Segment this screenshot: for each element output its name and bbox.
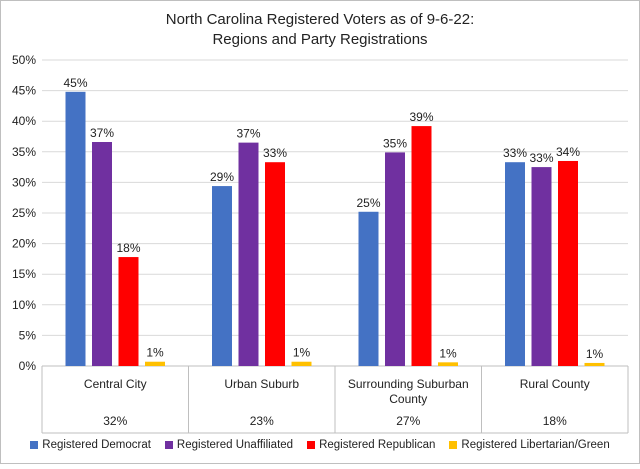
data-label: 1% <box>439 346 457 360</box>
category-label: Rural County <box>520 377 590 391</box>
legend-item-republican: Registered Republican <box>307 439 435 451</box>
bar <box>531 167 552 366</box>
data-label: 39% <box>409 110 433 124</box>
legend-swatch-libertarian-green <box>449 441 458 449</box>
legend-label-libertarian-green: Registered Libertarian/Green <box>461 439 610 451</box>
bar <box>92 142 112 366</box>
data-label: 34% <box>556 145 580 159</box>
bar <box>291 361 312 366</box>
y-tick-label: 30% <box>12 175 36 189</box>
category-share-label: 23% <box>250 414 274 428</box>
y-tick-label: 15% <box>12 267 36 281</box>
legend-label-democrat: Registered Democrat <box>42 439 151 451</box>
data-label: 1% <box>146 346 164 360</box>
legend-swatch-democrat <box>30 441 39 449</box>
legend-swatch-republican <box>307 441 316 449</box>
category-share-label: 32% <box>103 414 127 428</box>
data-label: 1% <box>586 347 604 361</box>
legend-item-democrat: Registered Democrat <box>30 439 151 451</box>
y-tick-label: 20% <box>12 237 36 251</box>
data-label: 45% <box>63 76 87 90</box>
y-tick-label: 50% <box>12 53 36 67</box>
chart-title-line: Regions and Party Registrations <box>212 31 427 48</box>
data-label: 37% <box>90 126 114 140</box>
bar <box>145 361 165 366</box>
data-label: 33% <box>529 151 553 165</box>
bar <box>385 152 405 366</box>
category-share-label: 27% <box>396 414 420 428</box>
legend-item-unaffiliated: Registered Unaffiliated <box>164 439 294 451</box>
y-tick-label: 35% <box>12 145 36 159</box>
bar <box>584 362 605 366</box>
bar <box>65 91 86 366</box>
bar <box>212 186 232 366</box>
category-label: Surrounding Suburban <box>348 377 469 391</box>
category-label: Urban Suburb <box>224 377 299 391</box>
bar <box>558 160 578 366</box>
category-label: Central City <box>84 377 147 391</box>
data-label: 29% <box>210 170 234 184</box>
bar <box>411 126 432 366</box>
data-label: 18% <box>116 241 140 255</box>
y-tick-label: 0% <box>19 359 37 373</box>
data-label: 33% <box>503 146 527 160</box>
y-tick-label: 5% <box>19 328 37 342</box>
bar <box>438 362 458 366</box>
data-label: 25% <box>356 196 380 210</box>
data-label: 37% <box>236 127 260 141</box>
y-tick-label: 45% <box>12 84 36 98</box>
bar <box>118 257 139 366</box>
bar <box>265 162 285 366</box>
legend-item-libertarian-green: Registered Libertarian/Green <box>449 439 610 451</box>
category-share-label: 18% <box>543 414 567 428</box>
legend-label-republican: Registered Republican <box>319 439 436 451</box>
legend: Registered Democrat Registered Unaffilia… <box>0 439 640 451</box>
data-label: 1% <box>293 346 311 360</box>
category-label: County <box>389 392 427 406</box>
bar <box>505 162 525 366</box>
chart-title-line: North Carolina Registered Voters as of 9… <box>166 11 475 28</box>
bar <box>358 211 379 366</box>
legend-swatch-unaffiliated <box>164 441 173 449</box>
y-tick-label: 10% <box>12 298 36 312</box>
y-tick-label: 25% <box>12 206 36 220</box>
legend-label-unaffiliated: Registered Unaffiliated <box>176 439 294 451</box>
bar <box>238 142 259 366</box>
data-label: 35% <box>383 136 407 150</box>
y-tick-label: 40% <box>12 114 36 128</box>
data-label: 33% <box>263 146 287 160</box>
